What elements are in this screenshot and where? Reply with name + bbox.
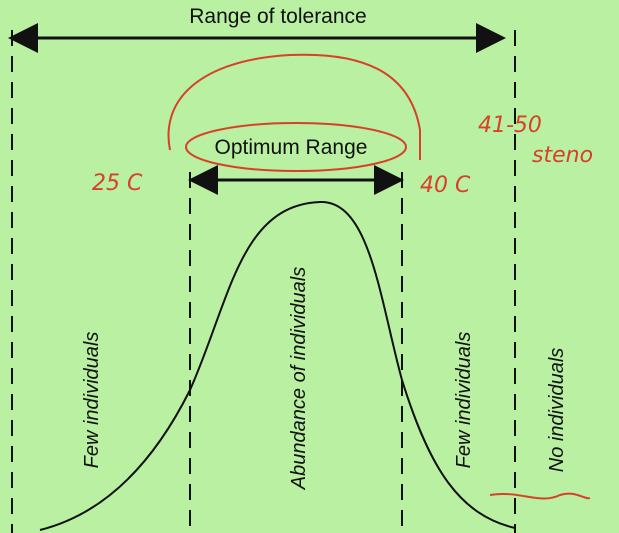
zone-label: No individuals: [546, 348, 568, 473]
handwritten-note: steno: [532, 143, 593, 168]
handwritten-note: 25 C: [92, 171, 143, 196]
annotation-scribble: [167, 53, 421, 160]
optimum-label: Optimum Range: [215, 136, 368, 159]
zone-label: Abundance of individuals: [288, 267, 310, 490]
annotation-scribble: [489, 492, 591, 500]
zone-label: Few individuals: [453, 332, 475, 469]
zone-label: Few individuals: [81, 332, 103, 469]
handwritten-note: 40 C: [420, 173, 471, 198]
curve: [39, 200, 516, 531]
title: Range of tolerance: [189, 5, 366, 28]
handwritten-note: 41-50: [478, 113, 542, 138]
